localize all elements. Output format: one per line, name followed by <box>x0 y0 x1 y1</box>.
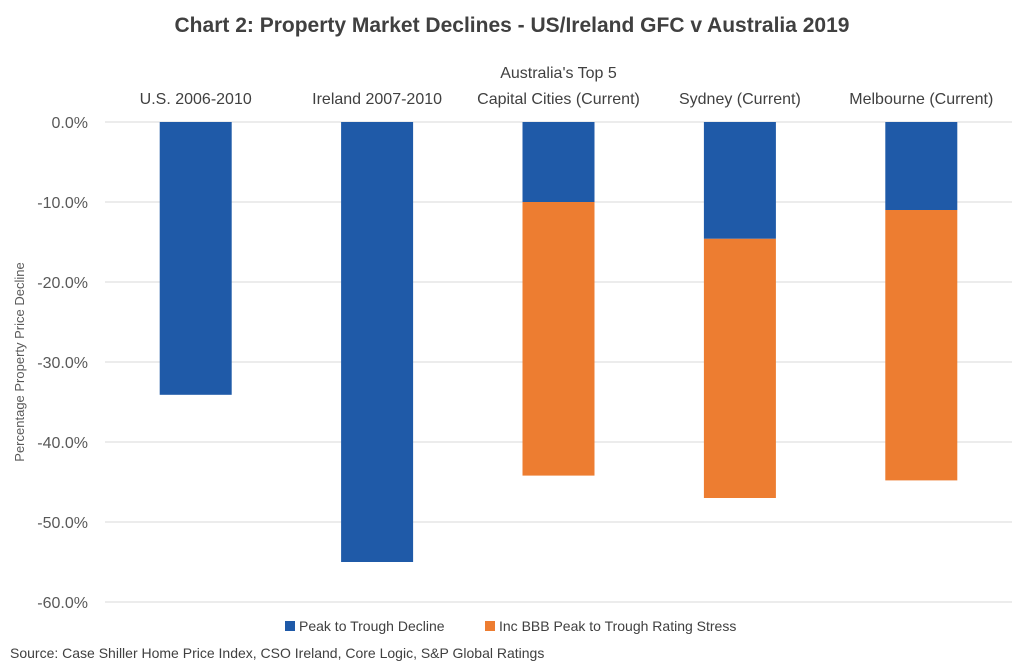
legend-swatch-rating-stress <box>485 621 495 631</box>
y-tick-label: -50.0% <box>37 515 88 532</box>
source-note: Source: Case Shiller Home Price Index, C… <box>10 645 544 661</box>
category-label: Ireland 2007-2010 <box>312 91 442 108</box>
y-tick-label: -30.0% <box>37 355 88 372</box>
y-tick-label: -10.0% <box>37 195 88 212</box>
category-label: Capital Cities (Current) <box>477 91 640 108</box>
bar-segment <box>703 122 776 239</box>
y-tick-labels: 0.0% -10.0% -20.0% -30.0% -40.0% -50.0% -60.0% <box>37 115 88 612</box>
bar-segment <box>159 122 232 395</box>
bar-segment <box>522 202 595 476</box>
legend-swatch-peak-to-trough <box>285 621 295 631</box>
y-tick-label: -40.0% <box>37 435 88 452</box>
chart-title: Chart 2: Property Market Declines - US/I… <box>175 14 850 37</box>
bar-segment <box>341 122 414 562</box>
bar-segment <box>522 122 595 202</box>
bar-segment <box>885 210 958 481</box>
category-label: Australia's Top 5 <box>500 65 617 82</box>
y-tick-label: 0.0% <box>52 115 88 132</box>
category-label: Melbourne (Current) <box>849 91 993 108</box>
category-label: U.S. 2006-2010 <box>140 91 252 108</box>
category-label: Sydney (Current) <box>679 91 801 108</box>
y-tick-label: -20.0% <box>37 275 88 292</box>
y-tick-label: -60.0% <box>37 595 88 612</box>
bar-segment <box>703 238 776 499</box>
legend-label-rating-stress: Inc BBB Peak to Trough Rating Stress <box>499 618 736 634</box>
legend: Peak to Trough Decline Inc BBB Peak to T… <box>285 618 736 634</box>
bars <box>159 122 958 562</box>
bar-segment <box>885 122 958 210</box>
legend-label-peak-to-trough: Peak to Trough Decline <box>299 618 445 634</box>
category-labels: U.S. 2006-2010 Ireland 2007-2010 Australia… <box>140 65 994 108</box>
y-axis-label: Percentage Property Price Decline <box>12 262 27 461</box>
